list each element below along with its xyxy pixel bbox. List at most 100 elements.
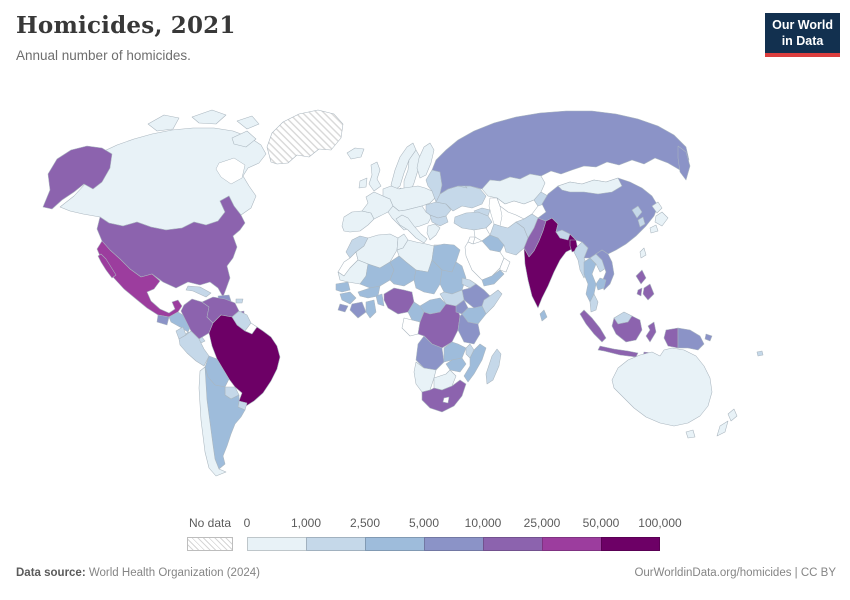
owid-logo-line1: Our World bbox=[772, 18, 833, 32]
no-data-label: No data bbox=[188, 516, 232, 530]
country-iceland[interactable] bbox=[346, 147, 365, 160]
country-mexico-baja[interactable] bbox=[97, 253, 117, 279]
country-canada-arctic2[interactable] bbox=[191, 109, 227, 125]
legend-tick-6: 50,000 bbox=[582, 516, 620, 530]
country-south-africa[interactable] bbox=[421, 379, 467, 413]
legend-swatch-2[interactable] bbox=[365, 537, 424, 551]
country-zambia[interactable] bbox=[443, 341, 467, 363]
country-philippines-visayas[interactable] bbox=[636, 287, 643, 297]
chart-subtitle: Annual number of homicides. bbox=[16, 48, 191, 63]
country-north-korea[interactable] bbox=[631, 205, 643, 219]
country-new-zealand-south[interactable] bbox=[716, 420, 729, 437]
legend-tick-5: 25,000 bbox=[523, 516, 561, 530]
country-australia-tasmania[interactable] bbox=[685, 429, 696, 439]
country-russia[interactable] bbox=[431, 110, 690, 195]
legend-color-bar bbox=[247, 537, 660, 551]
data-source-note: Data source: World Health Organization (… bbox=[16, 567, 260, 579]
owid-logo[interactable]: Our World in Data bbox=[765, 13, 840, 58]
country-japan-kyushu[interactable] bbox=[649, 224, 659, 234]
country-png-new-britain[interactable] bbox=[704, 333, 713, 342]
country-finland[interactable] bbox=[416, 142, 435, 179]
no-data-swatch[interactable] bbox=[187, 537, 233, 551]
legend-swatch-1[interactable] bbox=[306, 537, 365, 551]
country-new-zealand-north[interactable] bbox=[727, 408, 738, 422]
country-indonesia-papua[interactable] bbox=[663, 327, 679, 349]
country-russia-kamchatka[interactable] bbox=[677, 145, 691, 181]
legend-tick-3: 5,000 bbox=[408, 516, 440, 530]
country-benin-togo[interactable] bbox=[375, 293, 385, 307]
country-malaysia[interactable] bbox=[589, 293, 599, 313]
country-lesotho[interactable] bbox=[442, 396, 450, 404]
country-indonesia-java[interactable] bbox=[597, 345, 639, 358]
country-australia[interactable] bbox=[611, 347, 713, 427]
country-oman[interactable] bbox=[499, 257, 511, 273]
country-yemen[interactable] bbox=[481, 269, 505, 287]
data-source-label: Data source: bbox=[16, 567, 86, 579]
country-ivory-coast[interactable] bbox=[349, 301, 367, 319]
country-japan-hokkaido[interactable] bbox=[651, 201, 663, 214]
country-peru[interactable] bbox=[178, 330, 210, 367]
country-ireland[interactable] bbox=[358, 177, 368, 189]
chart-header: Homicides, 2021 Annual number of homicid… bbox=[16, 12, 236, 63]
owid-logo-line2: in Data bbox=[781, 33, 824, 48]
legend-swatch-0[interactable] bbox=[247, 537, 306, 551]
country-spain-portugal[interactable] bbox=[341, 210, 375, 233]
legend-tick-labels: 0 1,000 2,500 5,000 10,000 25,000 50,000 100,00… bbox=[243, 516, 682, 530]
legend-swatch-5[interactable] bbox=[542, 537, 601, 551]
country-mexico[interactable] bbox=[96, 240, 183, 318]
legend-swatch-6[interactable] bbox=[601, 537, 660, 551]
country-greenland[interactable] bbox=[266, 109, 344, 165]
country-balkans[interactable] bbox=[387, 205, 433, 231]
country-turkey[interactable] bbox=[453, 211, 493, 231]
country-guinea[interactable] bbox=[339, 291, 357, 305]
country-mongolia[interactable] bbox=[557, 177, 623, 195]
country-vietnam[interactable] bbox=[595, 249, 615, 291]
country-ghana[interactable] bbox=[365, 299, 377, 319]
country-philippines-luzon[interactable] bbox=[635, 269, 647, 285]
country-chile[interactable] bbox=[198, 366, 227, 477]
country-zimbabwe[interactable] bbox=[445, 357, 467, 373]
legend-swatch-3[interactable] bbox=[424, 537, 483, 551]
hudson-bay bbox=[215, 157, 246, 185]
data-source-text: World Health Organization (2024) bbox=[85, 567, 260, 579]
country-south-korea[interactable] bbox=[637, 216, 646, 228]
legend-tick-7: 100,000 bbox=[638, 516, 682, 530]
country-indonesia-kalimantan[interactable] bbox=[611, 315, 643, 343]
country-indonesia-sumatra[interactable] bbox=[579, 309, 607, 343]
country-papua-new-guinea[interactable] bbox=[677, 327, 705, 351]
country-greece[interactable] bbox=[426, 223, 441, 241]
country-indonesia-sulawesi[interactable] bbox=[645, 321, 657, 343]
legend-tick-4: 10,000 bbox=[464, 516, 502, 530]
country-canada-arctic3[interactable] bbox=[236, 115, 260, 130]
country-taiwan[interactable] bbox=[639, 247, 647, 259]
country-italy[interactable] bbox=[395, 214, 428, 244]
country-canada-baffin[interactable] bbox=[231, 130, 257, 148]
country-cambodia[interactable] bbox=[595, 277, 607, 291]
legend-swatch-4[interactable] bbox=[483, 537, 542, 551]
country-niger[interactable] bbox=[389, 255, 417, 287]
country-uk[interactable] bbox=[368, 161, 382, 192]
country-canada-arctic1[interactable] bbox=[147, 114, 180, 132]
country-guatemala[interactable] bbox=[156, 314, 170, 326]
chart-title: Homicides, 2021 bbox=[16, 12, 236, 39]
country-sri-lanka[interactable] bbox=[539, 309, 548, 322]
country-mozambique[interactable] bbox=[463, 343, 487, 383]
country-tanzania[interactable] bbox=[457, 313, 481, 345]
country-somalia[interactable] bbox=[481, 289, 503, 315]
credit-link[interactable]: OurWorldinData.org/homicides | CC BY bbox=[634, 567, 836, 579]
country-fiji[interactable] bbox=[756, 350, 764, 357]
country-puerto-rico[interactable] bbox=[235, 298, 244, 304]
legend-tick-0: 0 bbox=[243, 516, 251, 530]
country-madagascar[interactable] bbox=[485, 348, 502, 385]
country-usa-alaska[interactable] bbox=[42, 145, 113, 210]
legend-tick-1: 1,000 bbox=[290, 516, 322, 530]
legend-tick-2: 2,500 bbox=[349, 516, 381, 530]
country-sierra-leone[interactable] bbox=[337, 303, 349, 313]
country-bulgaria[interactable] bbox=[429, 214, 449, 227]
country-philippines-mindanao[interactable] bbox=[642, 283, 655, 301]
country-cuba[interactable] bbox=[185, 285, 212, 298]
country-senegal[interactable] bbox=[335, 281, 351, 293]
country-japan-honshu[interactable] bbox=[654, 211, 669, 227]
